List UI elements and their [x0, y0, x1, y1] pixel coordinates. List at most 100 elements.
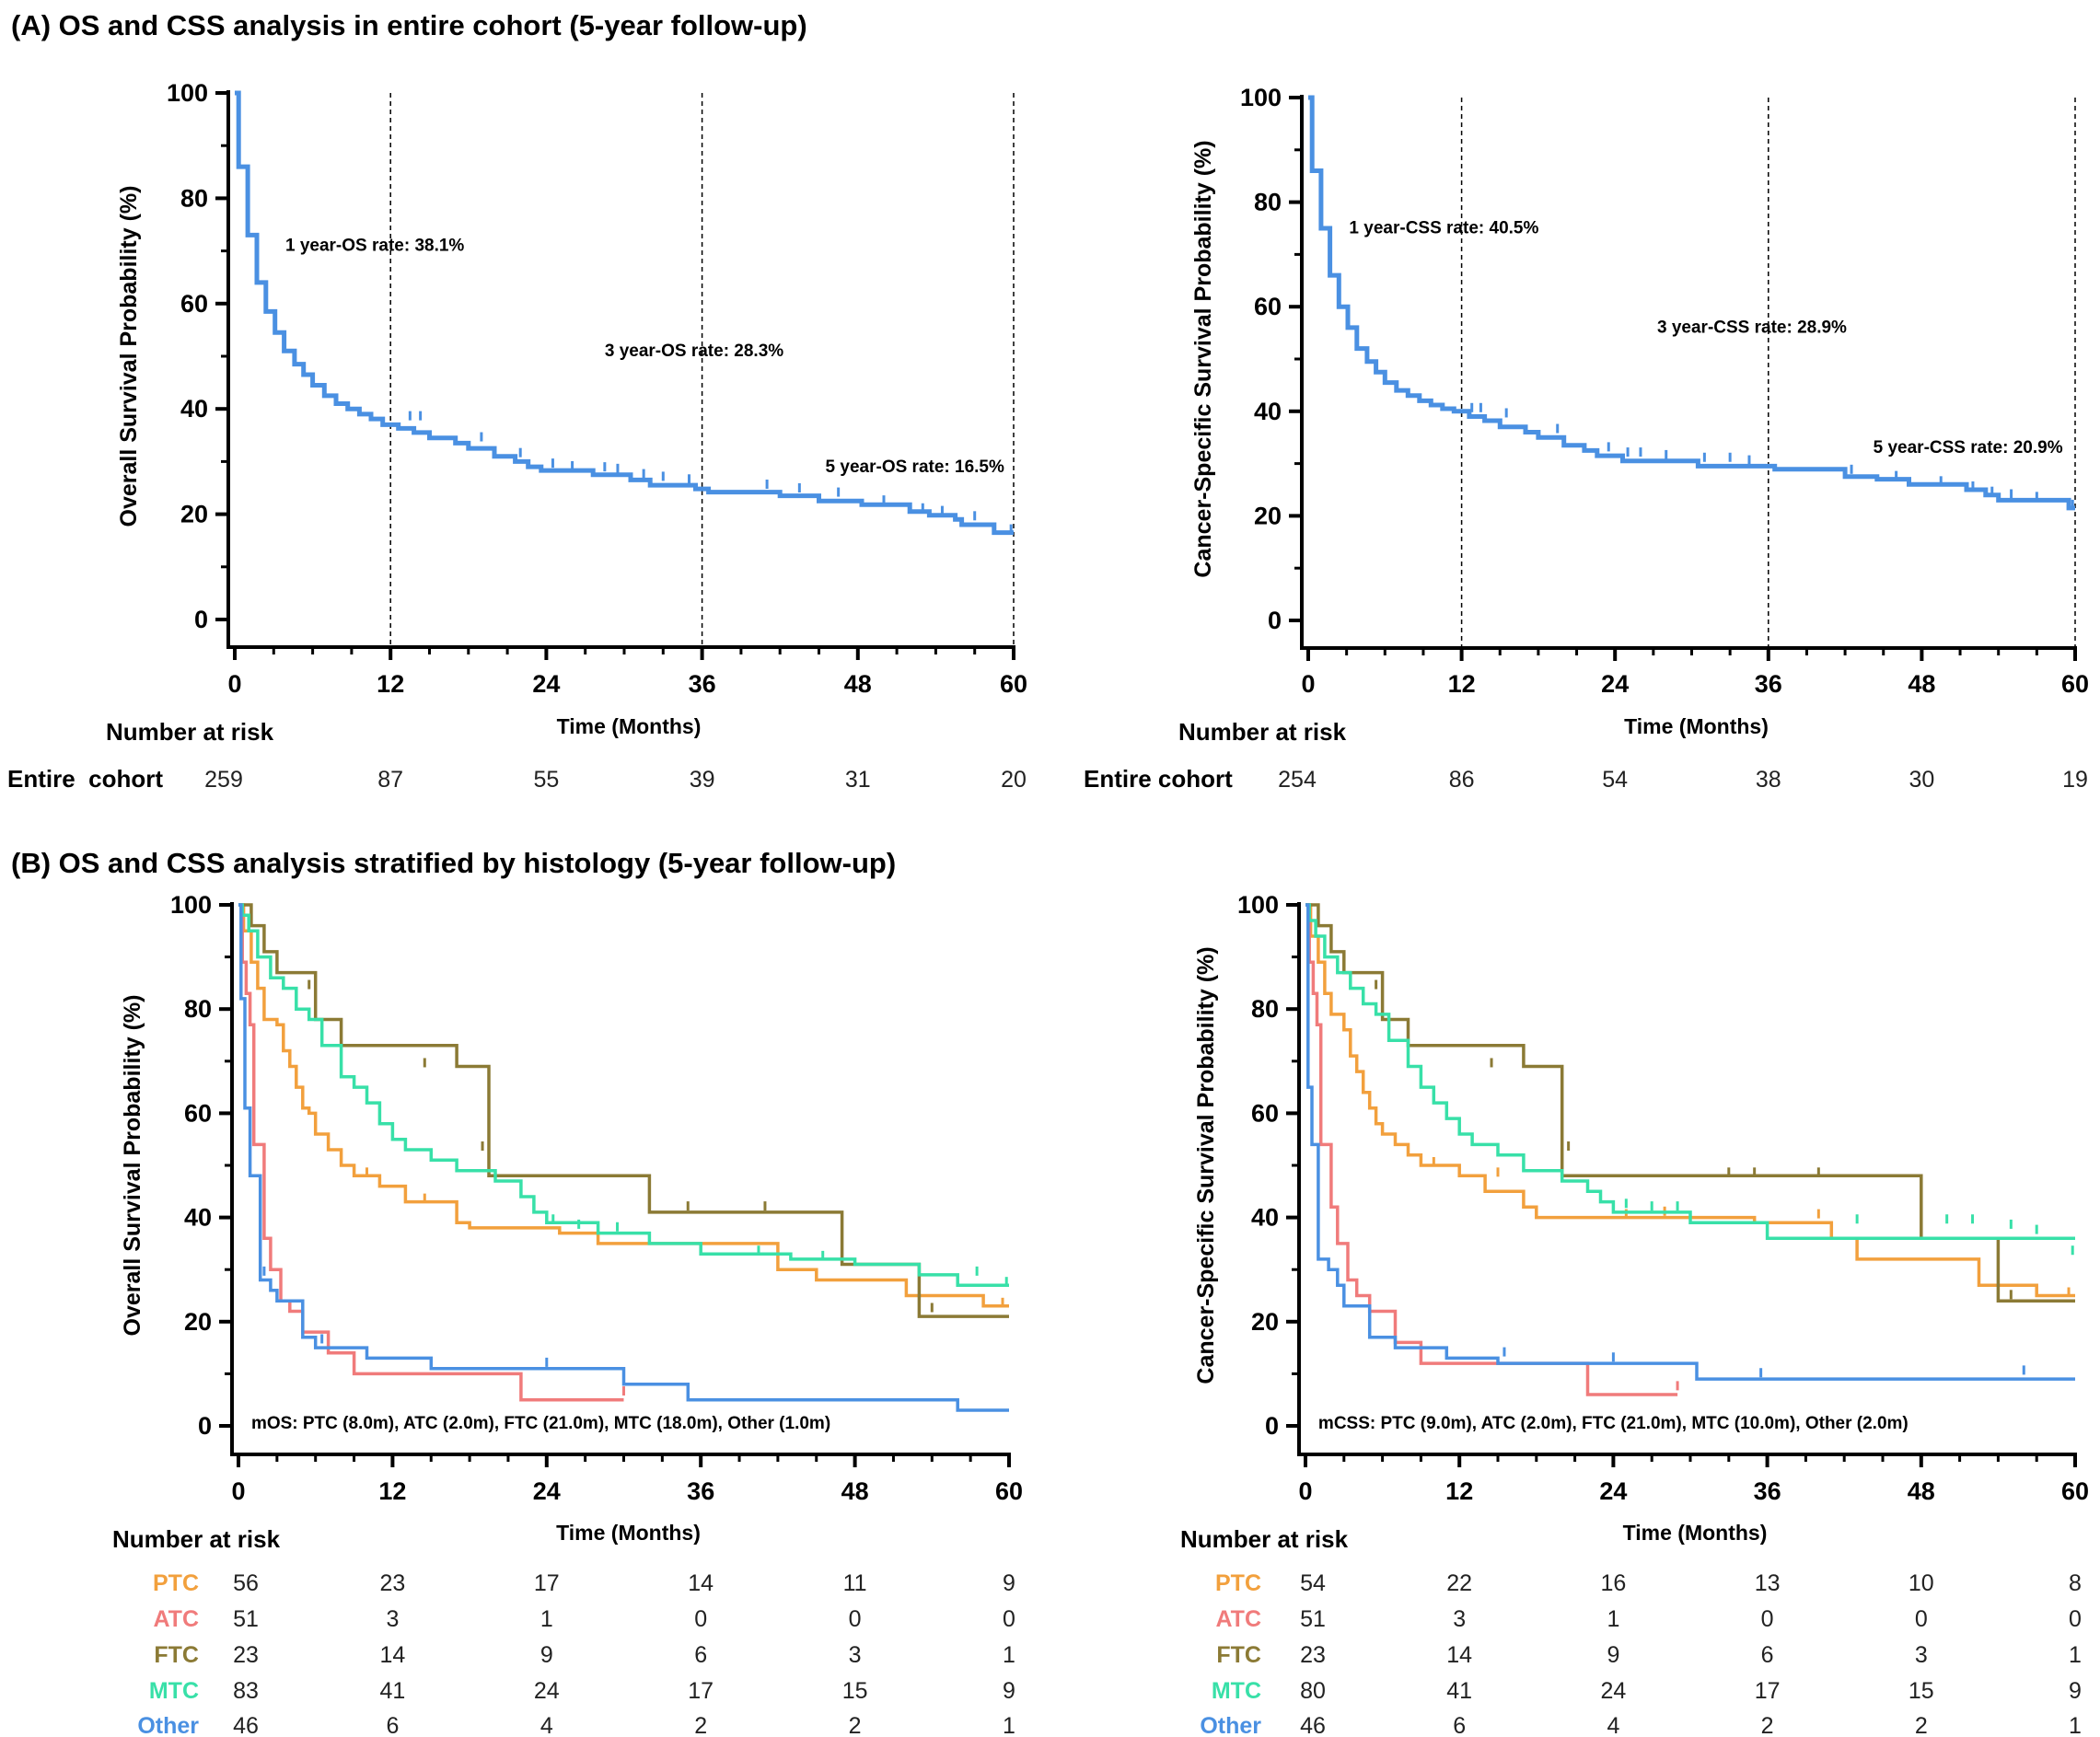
x-tick-label: 48 [1908, 1477, 1935, 1505]
rate-annotation: 1 year-OS rate: 38.1% [285, 237, 464, 256]
risk-count: 80 [1300, 1678, 1326, 1704]
risk-count: 83 [233, 1678, 259, 1704]
x-tick-label: 24 [1599, 1477, 1627, 1505]
y-tick-label: 20 [180, 501, 208, 528]
risk-row-label: PTC [153, 1570, 199, 1596]
risk-count: 8 [2069, 1570, 2082, 1596]
risk-count: 6 [694, 1642, 707, 1668]
y-tick-label: 80 [1254, 189, 1282, 216]
y-tick-label: 80 [184, 995, 212, 1023]
risk-row-label: ATC [1215, 1606, 1261, 1632]
risk-count: 4 [1607, 1713, 1619, 1737]
risk-count: 54 [1300, 1570, 1326, 1596]
y-axis-label: Overall Survival Probability (%) [116, 186, 142, 527]
survival-curve-entire-cohort [235, 90, 1014, 536]
risk-count: 23 [1300, 1642, 1326, 1668]
y-axis-label: Cancer-Specific Survival Probability (%) [1190, 140, 1216, 577]
y-tick-label: 60 [1254, 293, 1282, 320]
risk-row-label: MTC [1212, 1678, 1261, 1704]
risk-count: 20 [1001, 767, 1027, 793]
risk-count: 0 [1003, 1606, 1015, 1632]
risk-count: 51 [233, 1606, 259, 1632]
x-axis-label: Time (Months) [557, 714, 702, 738]
risk-count: 0 [2069, 1606, 2082, 1632]
x-tick-label: 0 [227, 670, 241, 698]
y-axis-label: Cancer-Specific Survival Probability (%) [1193, 946, 1219, 1384]
risk-count: 9 [2069, 1678, 2082, 1704]
x-tick-label: 0 [231, 1477, 245, 1505]
risk-count: 6 [1761, 1642, 1774, 1668]
survival-curve-ftc [1305, 903, 2075, 1303]
risk-count: 259 [204, 767, 243, 793]
x-tick-label: 36 [1755, 670, 1782, 698]
risk-count: 6 [1453, 1713, 1466, 1737]
risk-count: 22 [1446, 1570, 1472, 1596]
y-tick-label: 60 [180, 290, 208, 318]
survival-curve-ptc [1305, 903, 2075, 1298]
risk-count: 86 [1449, 767, 1475, 793]
y-axis-label: Overall Survival Probability (%) [120, 995, 145, 1337]
risk-count: 1 [1003, 1642, 1015, 1668]
risk-count: 2 [1761, 1713, 1774, 1737]
risk-row-label: FTC [1216, 1642, 1261, 1668]
risk-count: 56 [233, 1570, 259, 1596]
risk-count: 3 [849, 1642, 862, 1668]
risk-count: 13 [1755, 1570, 1781, 1596]
y-tick-label: 0 [194, 606, 208, 633]
y-tick-label: 20 [1251, 1308, 1279, 1336]
x-tick-label: 12 [377, 670, 404, 698]
risk-count: 17 [1755, 1678, 1781, 1704]
x-tick-label: 24 [1601, 670, 1629, 698]
x-tick-label: 48 [844, 670, 872, 698]
risk-count: 3 [1915, 1642, 1928, 1668]
x-axis-label: Time (Months) [1623, 1521, 1768, 1545]
rate-annotation: 5 year-CSS rate: 20.9% [1874, 438, 2063, 457]
risk-count: 2 [1915, 1713, 1928, 1737]
x-tick-label: 60 [1000, 670, 1027, 698]
risk-count: 23 [233, 1642, 259, 1668]
risk-count: 10 [1909, 1570, 1934, 1596]
risk-count: 31 [845, 767, 871, 793]
survival-curve-mtc [1305, 903, 2075, 1240]
y-tick-label: 100 [170, 891, 212, 919]
risk-count: 15 [842, 1678, 868, 1704]
risk-count: 11 [843, 1570, 867, 1596]
x-tick-label: 12 [1448, 670, 1476, 698]
risk-count: 16 [1600, 1570, 1626, 1596]
x-tick-label: 24 [532, 670, 560, 698]
risk-count: 30 [1909, 767, 1934, 793]
km-panel-a-right: 0 20 40 60 80 100 0 12 24 36 48 60 Cancer-Specific S… [1084, 84, 2089, 793]
risk-table-header: Number at risk [112, 1525, 281, 1553]
x-tick-label: 24 [533, 1477, 561, 1505]
x-tick-label: 36 [689, 670, 716, 698]
risk-count: 87 [377, 767, 403, 793]
risk-row-label: ATC [153, 1606, 199, 1632]
x-tick-label: 36 [1754, 1477, 1781, 1505]
risk-row-label: MTC [149, 1678, 199, 1704]
x-tick-label: 12 [378, 1477, 406, 1505]
y-tick-label: 100 [1237, 891, 1279, 919]
y-tick-label: 40 [184, 1204, 212, 1232]
risk-count: 6 [386, 1713, 399, 1737]
x-tick-label: 60 [995, 1477, 1023, 1505]
x-tick-label: 48 [1908, 670, 1935, 698]
risk-count: 9 [1003, 1570, 1015, 1596]
risk-count: 14 [1446, 1642, 1472, 1668]
risk-count: 17 [688, 1678, 714, 1704]
survival-curve-mtc [238, 903, 1009, 1287]
y-tick-label: 100 [1240, 84, 1282, 111]
y-tick-label: 40 [1254, 398, 1282, 425]
risk-count: 38 [1756, 767, 1781, 793]
rate-annotation: mCSS: PTC (9.0m), ATC (2.0m), FTC (21.0m… [1318, 1414, 1909, 1433]
risk-count: 2 [694, 1713, 707, 1737]
section-title-a: (A) OS and CSS analysis in entire cohort… [11, 9, 807, 41]
y-tick-label: 60 [1251, 1099, 1279, 1127]
y-tick-label: 100 [167, 79, 208, 107]
y-tick-label: 40 [1251, 1204, 1279, 1232]
risk-count: 55 [533, 767, 559, 793]
risk-table-header: Number at risk [1178, 718, 1347, 746]
rate-annotation: 1 year-CSS rate: 40.5% [1349, 219, 1538, 238]
